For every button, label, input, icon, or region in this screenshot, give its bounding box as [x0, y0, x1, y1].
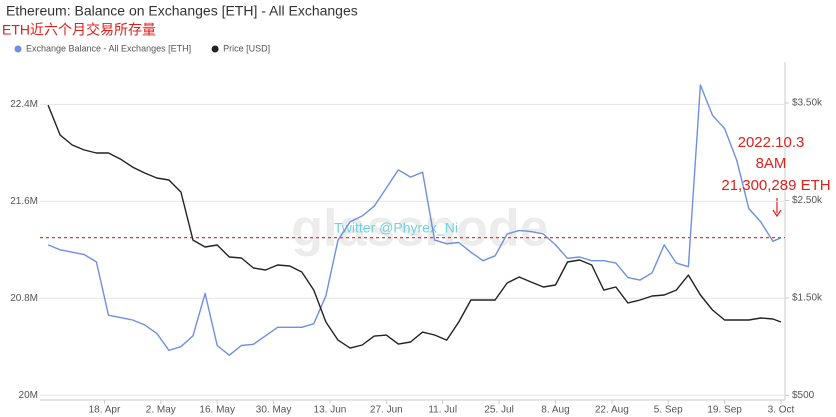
y-tick-label: 21.6M [10, 196, 38, 207]
credit: Twitter @Phyrex_Ni [334, 220, 458, 236]
series-line [47, 104, 782, 349]
y2-tick-label: $3.50k [792, 98, 823, 109]
legend-label: Price [USD] [223, 43, 270, 53]
annotation: 21,300,289 ETH [721, 177, 830, 194]
x-tick-label: 27. Jun [370, 405, 403, 416]
y2-tick-label: $500 [792, 390, 815, 401]
x-tick-label: 3. Oct [768, 405, 795, 416]
y-tick-label: 20M [19, 390, 38, 401]
series-line [47, 84, 782, 356]
x-tick-label: 19. Sep [707, 405, 742, 416]
arrow-head [772, 209, 782, 218]
x-tick-label: 25. Jul [484, 405, 513, 416]
watermark: glassnode [291, 200, 548, 258]
x-tick-label: 22. Aug [595, 405, 629, 416]
x-tick-label: 11. Jul [428, 405, 457, 416]
legend-marker [14, 45, 22, 53]
annotation: 2022.10.3 [738, 134, 805, 151]
x-tick-label: 18. Apr [89, 405, 121, 416]
x-tick-label: 2. May [146, 405, 176, 416]
annotation: 8AM [756, 155, 787, 172]
x-tick-label: 16. May [199, 405, 235, 416]
legend-marker [211, 45, 219, 53]
x-tick-label: 8. Aug [541, 405, 569, 416]
y2-tick-label: $1.50k [792, 293, 823, 304]
y-tick-label: 20.8M [10, 293, 38, 304]
x-tick-label: 30. May [256, 405, 292, 416]
legend-label: Exchange Balance - All Exchanges [ETH] [26, 43, 191, 53]
chart-title: Ethereum: Balance on Exchanges [ETH] - A… [6, 3, 358, 19]
y-tick-label: 22.4M [10, 99, 38, 110]
chart-subtitle: ETH近六个月交易所存量 [2, 22, 156, 38]
y2-tick-label: $2.50k [792, 195, 823, 206]
x-tick-label: 13. Jun [314, 405, 347, 416]
x-tick-label: 5. Sep [654, 405, 683, 416]
